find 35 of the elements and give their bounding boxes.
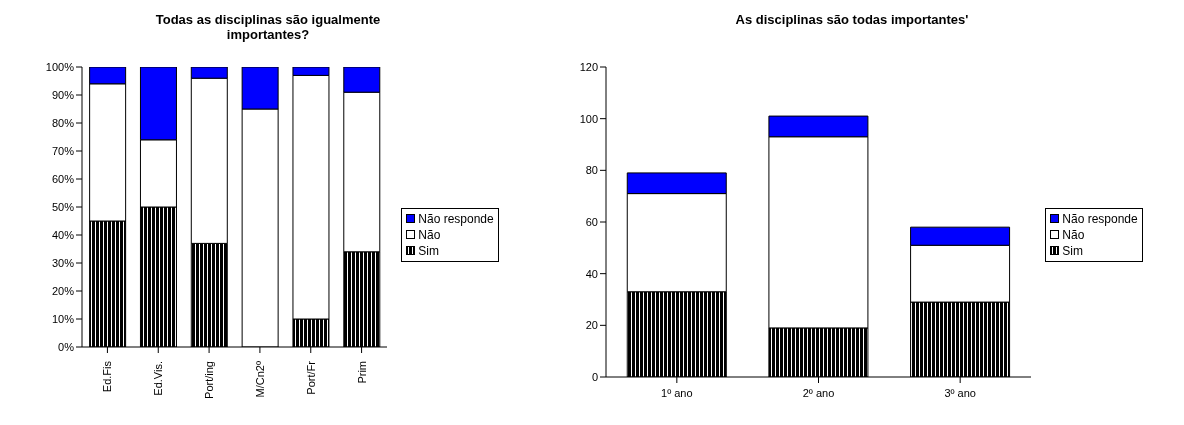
- y-tick-label: 120: [579, 60, 599, 73]
- y-tick-label: 80%: [52, 116, 75, 129]
- x-tick-label: 2º ano: [803, 387, 835, 399]
- y-tick-label: 0: [592, 370, 599, 383]
- chart-title: Todas as disciplinas são igualmente importantes?: [154, 12, 382, 44]
- y-tick-label: 20%: [52, 284, 75, 297]
- legend-label: Sim: [418, 242, 439, 259]
- x-tick-label: Port/ing: [203, 361, 216, 399]
- y-tick-label: 40: [586, 267, 599, 280]
- x-tick-label: 3º ano: [944, 387, 977, 399]
- legend-label: Não: [1062, 226, 1085, 243]
- legend-label: Não responde: [1062, 210, 1138, 227]
- y-tick-label: 100%: [46, 60, 75, 73]
- x-tick-label: Prim: [355, 361, 368, 384]
- y-tick-label: 60%: [52, 172, 75, 185]
- x-tick-label: Ed.Fis: [101, 360, 114, 393]
- y-tick-label: 80: [586, 164, 599, 177]
- y-tick-label: 60: [586, 215, 599, 228]
- y-tick-label: 70%: [52, 144, 75, 157]
- y-tick-label: 50%: [52, 200, 75, 213]
- y-tick-label: 90%: [52, 88, 75, 101]
- y-tick-label: 100: [579, 112, 599, 125]
- chart-title: As disciplinas são todas importantes': [735, 12, 969, 29]
- x-tick-label: M/Cn2º: [254, 361, 267, 398]
- x-tick-label: Ed.Vis.: [152, 361, 165, 396]
- y-tick-label: 0%: [58, 340, 75, 353]
- legend-label: Não: [418, 226, 441, 243]
- x-tick-label: Port/Fr: [305, 360, 318, 395]
- legend-label: Não responde: [418, 210, 494, 227]
- legend-label: Sim: [1062, 242, 1083, 259]
- y-tick-label: 30%: [52, 256, 75, 269]
- y-tick-label: 40%: [52, 228, 75, 241]
- x-tick-label: 1º ano: [661, 387, 693, 399]
- y-tick-label: 20: [586, 319, 599, 332]
- y-tick-label: 10%: [52, 312, 75, 325]
